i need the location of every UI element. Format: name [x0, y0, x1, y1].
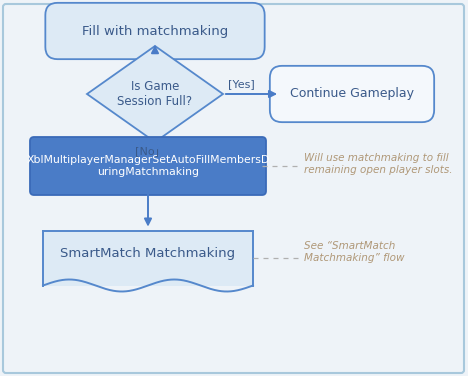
- Text: Fill with matchmaking: Fill with matchmaking: [82, 24, 228, 38]
- Text: Continue Gameplay: Continue Gameplay: [290, 88, 414, 100]
- FancyBboxPatch shape: [45, 3, 265, 59]
- Text: Will use matchmaking to fill
remaining open player slots.: Will use matchmaking to fill remaining o…: [304, 153, 453, 175]
- Text: Is Game
Session Full?: Is Game Session Full?: [117, 80, 192, 108]
- Text: [No]: [No]: [135, 146, 159, 156]
- Bar: [43, 230, 253, 285]
- FancyBboxPatch shape: [270, 66, 434, 122]
- Polygon shape: [87, 46, 223, 142]
- Text: SmartMatch Matchmaking: SmartMatch Matchmaking: [60, 247, 235, 261]
- Text: See “SmartMatch
Matchmaking” flow: See “SmartMatch Matchmaking” flow: [304, 241, 404, 263]
- FancyBboxPatch shape: [30, 137, 266, 195]
- Text: XblMultiplayerManagerSetAutoFillMembersD
uringMatchmaking: XblMultiplayerManagerSetAutoFillMembersD…: [26, 155, 270, 177]
- FancyBboxPatch shape: [3, 4, 464, 373]
- Text: [Yes]: [Yes]: [228, 79, 255, 89]
